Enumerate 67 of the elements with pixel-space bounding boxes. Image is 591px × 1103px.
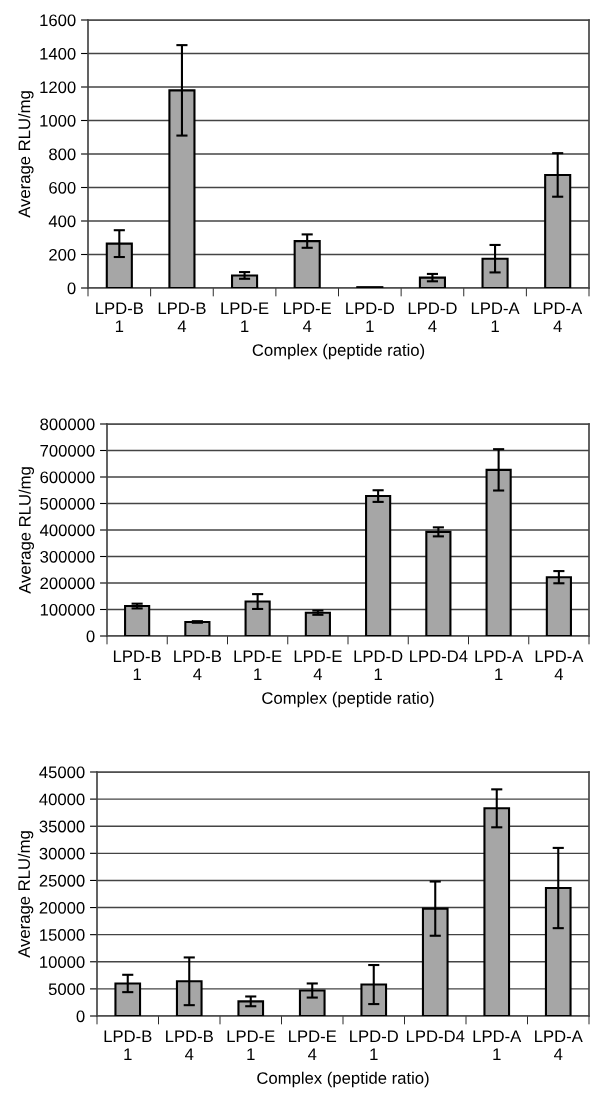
x-tick-label: LPD-E 1: [221, 302, 269, 332]
x-axis-title: Complex (peptide ratio): [257, 1071, 429, 1088]
y-axis-title: Average RLU/mg: [17, 831, 34, 958]
y-tick-label: 200: [49, 248, 76, 261]
y-axis-title: Average RLU/mg: [18, 467, 35, 594]
x-tick-label: LPD-E 4: [284, 302, 332, 332]
x-tick-label: LPD-A 4: [535, 650, 584, 680]
y-tick-label: 35000: [39, 820, 85, 833]
bar: [184, 620, 211, 636]
bar: [304, 611, 331, 636]
bar: [124, 605, 151, 636]
y-tick-label: 1400: [40, 47, 76, 60]
y-tick-label: 15000: [40, 929, 85, 941]
bar: [545, 576, 572, 636]
x-axis-title: Complex (peptide ratio): [262, 691, 434, 708]
bar: [365, 495, 392, 636]
x-axis-title: Complex (peptide ratio): [252, 343, 425, 360]
x-tick-label: LPD-D 1: [346, 302, 395, 332]
y-tick-label: 800000: [40, 418, 95, 431]
y-tick-label: 200000: [40, 577, 95, 590]
x-tick-label: LPD-D4: [410, 650, 468, 662]
y-tick-label: 800: [49, 148, 76, 161]
x-tick-label: LPD-A 1: [473, 1030, 522, 1060]
y-tick-label: 25000: [39, 874, 85, 887]
y-tick-label: 0: [86, 630, 95, 643]
x-tick-label: LPD-B 1: [96, 302, 143, 332]
x-tick-label: LPD-E 4: [289, 1030, 337, 1060]
x-tick-label: LPD-A 4: [535, 1030, 583, 1060]
x-tick-label: LPD-B 1: [104, 1030, 152, 1060]
x-tick-label: LPD-E 1: [227, 1030, 275, 1060]
x-tick-label: LPD-D4: [406, 1030, 465, 1042]
y-tick-label: 0: [67, 282, 76, 295]
y-tick-label: 0: [76, 1010, 85, 1023]
x-tick-label: LPD-B 4: [158, 302, 206, 332]
bar: [237, 1000, 265, 1016]
y-tick-label: 300000: [40, 550, 95, 563]
y-tick-label: 45000: [39, 766, 85, 779]
bar: [425, 530, 452, 636]
y-axis-title: Average RLU/mg: [18, 91, 34, 218]
y-tick-label: 10000: [40, 956, 85, 968]
y-tick-label: 20000: [39, 901, 85, 914]
x-tick-label: LPD-A 4: [534, 302, 583, 332]
y-tick-label: 400000: [39, 524, 95, 537]
y-tick-label: 1600: [40, 14, 76, 27]
y-tick-label: 40000: [39, 793, 85, 806]
y-tick-label: 500000: [40, 497, 95, 510]
y-tick-label: 600: [49, 181, 76, 194]
x-tick-label: LPD-B 4: [166, 1030, 213, 1060]
x-tick-label: LPD-A 1: [471, 302, 520, 332]
y-tick-label: 100000: [40, 603, 95, 616]
bar: [231, 274, 259, 288]
y-tick-label: 1000: [40, 114, 76, 127]
x-tick-label: LPD-E 1: [234, 650, 282, 680]
x-tick-label: LPD-D 4: [408, 302, 457, 332]
y-tick-label: 1200: [40, 81, 76, 94]
x-tick-label: LPD-E 4: [294, 650, 342, 680]
x-tick-label: LPD-D 1: [354, 650, 403, 680]
bar: [298, 989, 326, 1016]
y-tick-label: 5000: [48, 983, 85, 996]
y-tick-label: 700000: [40, 444, 95, 457]
y-tick-label: 30000: [39, 847, 85, 860]
x-tick-label: LPD-A 1: [475, 650, 524, 680]
y-tick-label: 400: [48, 215, 76, 228]
x-tick-label: LPD-D 1: [350, 1030, 398, 1060]
y-tick-label: 600000: [40, 471, 95, 484]
x-tick-label: LPD-B 4: [174, 650, 222, 680]
x-tick-label: LPD-B 1: [113, 650, 161, 680]
